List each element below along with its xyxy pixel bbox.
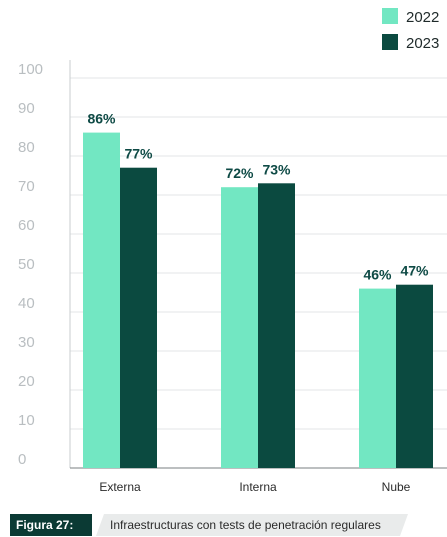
y-tick-label-60: 60 (18, 217, 35, 234)
bar-chart: 0 10 20 30 40 50 60 70 80 90 100 86% 77% 72% 73% 46% 47… (18, 8, 447, 494)
figure-title: Infraestructuras con tests de penetració… (96, 514, 408, 536)
data-label-interna-2023: 73% (262, 161, 291, 177)
y-tick-label-0: 0 (18, 451, 26, 468)
y-tick-label-90: 90 (18, 100, 35, 117)
y-tick-label-20: 20 (18, 373, 35, 390)
data-label-interna-2022: 72% (225, 165, 254, 181)
y-tick-label-40: 40 (18, 295, 35, 312)
data-label-externa-2022: 86% (87, 111, 116, 127)
y-tick-label-80: 80 (18, 139, 35, 156)
category-label-externa: Externa (99, 480, 141, 494)
y-tick-label-10: 10 (18, 412, 35, 429)
data-label-nube-2022: 46% (363, 267, 392, 283)
bar-nube-2022 (359, 288, 396, 468)
y-tick-label-70: 70 (18, 178, 35, 195)
data-labels: 86% 77% 72% 73% 46% 47% (87, 111, 429, 283)
legend: 2022 2023 (382, 8, 439, 52)
bar-externa-2022 (83, 132, 120, 468)
data-label-nube-2023: 47% (400, 263, 429, 279)
data-label-externa-2023: 77% (124, 146, 153, 162)
bar-externa-2023 (120, 167, 157, 468)
category-labels: Externa Interna Nube (99, 480, 410, 494)
legend-swatch-2023 (382, 34, 398, 50)
y-tick-label-50: 50 (18, 256, 35, 273)
legend-swatch-2022 (382, 8, 398, 24)
figure-label: Figura 27: (10, 514, 92, 536)
category-label-interna: Interna (239, 480, 277, 494)
bar-interna-2022 (221, 187, 258, 468)
bar-nube-2023 (396, 284, 433, 468)
legend-label-2023: 2023 (406, 35, 439, 52)
bars (83, 132, 433, 469)
y-tick-label-30: 30 (18, 334, 35, 351)
category-label-nube: Nube (382, 480, 411, 494)
y-axis-ticks: 0 10 20 30 40 50 60 70 80 90 100 (18, 61, 43, 468)
bar-interna-2023 (258, 183, 295, 469)
y-tick-label-100: 100 (18, 61, 43, 78)
figure-caption: Figura 27: Infraestructuras con tests de… (10, 514, 410, 536)
legend-label-2022: 2022 (406, 9, 439, 26)
